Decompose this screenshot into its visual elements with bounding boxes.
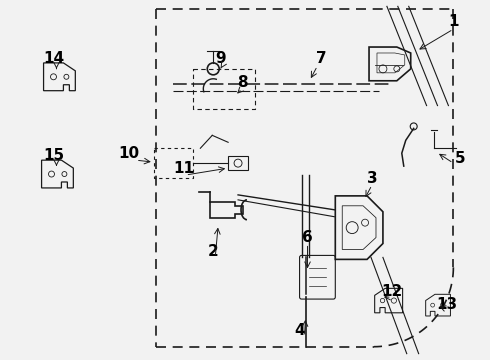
Text: 7: 7 — [316, 51, 327, 67]
Text: 5: 5 — [455, 151, 466, 166]
Text: 12: 12 — [381, 284, 402, 299]
Text: 6: 6 — [302, 230, 313, 245]
Text: 4: 4 — [294, 323, 305, 338]
Text: 13: 13 — [436, 297, 457, 311]
Text: 15: 15 — [43, 148, 64, 163]
Text: 1: 1 — [448, 14, 459, 29]
Text: 3: 3 — [367, 171, 377, 185]
Text: 9: 9 — [215, 51, 225, 67]
Text: 8: 8 — [237, 75, 247, 90]
Text: 11: 11 — [173, 161, 194, 176]
Text: 10: 10 — [119, 146, 140, 161]
Text: 2: 2 — [208, 244, 219, 259]
Text: 14: 14 — [43, 51, 64, 67]
